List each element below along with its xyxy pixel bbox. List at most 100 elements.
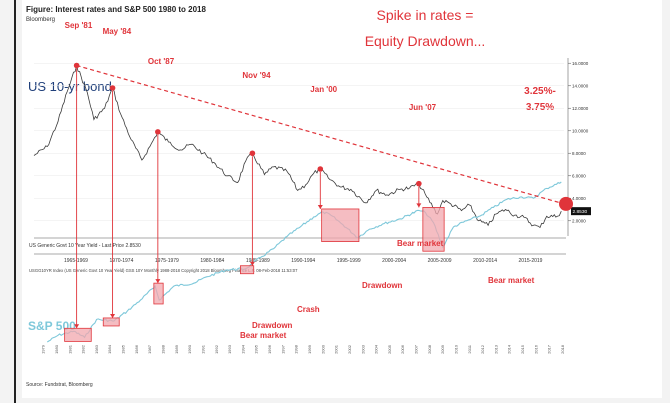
rate-peak-arrow bbox=[249, 261, 255, 266]
target-label-line-1: 3.25%- bbox=[524, 86, 556, 97]
bond-y-tick-label: 10.0000 bbox=[572, 129, 589, 134]
bond-y-tick-label: 2.0000 bbox=[572, 219, 586, 224]
date-tick-label: 1990 bbox=[187, 344, 192, 354]
bond-y-tick-label: 16.0000 bbox=[572, 61, 589, 66]
date-tick-label: 2007 bbox=[414, 344, 419, 354]
rate-peak-label: Oct '87 bbox=[148, 57, 175, 66]
target-circle bbox=[559, 196, 573, 211]
drawdown-box bbox=[240, 265, 255, 275]
date-tick-label: 2003 bbox=[360, 344, 365, 354]
date-tick-label: 1987 bbox=[147, 344, 152, 354]
period-label: 1990-1994 bbox=[291, 258, 315, 264]
bond-y-tick-label: 12.0000 bbox=[572, 106, 589, 111]
rate-peak-arrow bbox=[317, 204, 323, 209]
date-tick-label: 1996 bbox=[267, 344, 272, 354]
date-tick-label: 1994 bbox=[240, 344, 245, 354]
drawdown-label: Drawdown bbox=[362, 281, 403, 290]
last-price-tag bbox=[571, 207, 591, 216]
date-tick-label: 2017 bbox=[547, 344, 552, 354]
window-edge bbox=[14, 0, 16, 403]
rate-peak-arrow bbox=[74, 324, 80, 329]
drawdown-box bbox=[422, 206, 445, 252]
date-tick-label: 2000 bbox=[320, 344, 325, 354]
sp500-series-label: S&P 500 bbox=[28, 319, 76, 333]
date-tick-label: 2018 bbox=[560, 344, 565, 354]
period-label: 1985-1989 bbox=[246, 258, 270, 264]
period-label: 1965-1969 bbox=[64, 258, 88, 264]
bond-y-tick-label: 14.0000 bbox=[572, 84, 589, 89]
source-note: Source: Fundstrat, Bloomberg bbox=[26, 382, 93, 388]
period-label: 1975-1979 bbox=[155, 258, 179, 264]
date-tick-label: 1981 bbox=[67, 344, 72, 354]
date-tick-label: 2006 bbox=[400, 344, 405, 354]
drawdown-label: Drawdown bbox=[252, 321, 293, 330]
rate-peak-dot bbox=[416, 180, 422, 187]
period-label: 1995-1999 bbox=[337, 258, 361, 264]
target-label-line-2: 3.75% bbox=[526, 102, 554, 113]
date-tick-label: 1998 bbox=[294, 344, 299, 354]
rate-peak-label: Nov '94 bbox=[242, 71, 271, 80]
date-tick-label: 2015 bbox=[520, 344, 525, 354]
rate-peak-dot bbox=[155, 129, 161, 135]
date-tick-label: 1985 bbox=[121, 344, 126, 354]
rate-peak-dot bbox=[317, 166, 324, 172]
period-label: 2010-2014 bbox=[473, 258, 497, 264]
date-tick-label: 1991 bbox=[200, 344, 205, 354]
date-tick-label: 1989 bbox=[174, 344, 179, 354]
rate-peak-label: Jun '07 bbox=[409, 103, 437, 112]
date-tick-label: 2010 bbox=[453, 344, 458, 354]
rate-peak-dot bbox=[249, 150, 256, 157]
drawdown-label: Crash bbox=[297, 305, 320, 314]
bond-y-tick-label: 4.0000 bbox=[572, 196, 586, 201]
drawdown-box bbox=[64, 327, 92, 342]
drawdown-box bbox=[321, 208, 360, 242]
last-price-label: 2.8530 bbox=[573, 209, 588, 215]
date-tick-label: 2009 bbox=[440, 344, 445, 354]
drawdown-box bbox=[102, 317, 120, 327]
date-tick-label: 1980 bbox=[54, 344, 59, 354]
bond-y-tick-label: 8.0000 bbox=[572, 151, 586, 156]
date-tick-label: 2001 bbox=[334, 344, 339, 354]
trendline bbox=[76, 64, 565, 205]
period-label: 2000-2004 bbox=[382, 258, 406, 264]
date-tick-label: 2002 bbox=[347, 344, 352, 354]
date-tick-label: 1984 bbox=[107, 344, 112, 354]
date-tick-label: 2016 bbox=[533, 344, 538, 354]
rate-peak-label: May '84 bbox=[103, 27, 132, 36]
bond-series-label: US 10-yr bond bbox=[28, 79, 112, 94]
drawdown-label: Bear market bbox=[488, 276, 535, 285]
date-tick-label: 1979 bbox=[41, 344, 46, 354]
period-label: 2005-2009 bbox=[428, 258, 452, 264]
drawdown-box bbox=[153, 282, 164, 305]
rate-peak-dot bbox=[109, 85, 116, 91]
date-tick-label: 2011 bbox=[467, 344, 472, 353]
rate-peak-label: Jan '00 bbox=[310, 85, 337, 94]
drawdown-label: Bear market bbox=[240, 331, 287, 340]
headline-line-1: Spike in rates = bbox=[377, 7, 474, 23]
rate-peak-arrow bbox=[110, 313, 116, 318]
date-tick-label: 1988 bbox=[161, 344, 166, 354]
sp500-line bbox=[46, 181, 562, 343]
date-tick-label: 1982 bbox=[81, 344, 86, 354]
bond-yield-line bbox=[33, 65, 562, 229]
date-tick-label: 2008 bbox=[427, 344, 432, 354]
period-label: 2015-2019 bbox=[519, 258, 543, 264]
date-tick-label: 2004 bbox=[374, 344, 379, 354]
date-tick-label: 1999 bbox=[307, 344, 312, 354]
figure-subtitle: Bloomberg bbox=[26, 17, 55, 23]
rate-peak-arrow bbox=[155, 279, 161, 284]
date-tick-label: 2012 bbox=[480, 344, 485, 354]
date-tick-label: 1995 bbox=[254, 344, 259, 354]
period-label: 1980-1984 bbox=[200, 258, 224, 264]
date-tick-label: 1992 bbox=[214, 344, 219, 354]
bond-legend: US Generic Govt 10 Year Yield - Last Pri… bbox=[29, 243, 141, 249]
interest-rates-sp500-chart: Figure: Interest rates and S&P 500 1980 … bbox=[26, 5, 591, 388]
rate-peak-dot bbox=[73, 62, 80, 69]
date-tick-label: 1983 bbox=[94, 344, 99, 354]
date-tick-label: 2013 bbox=[493, 344, 498, 354]
figure-title: Figure: Interest rates and S&P 500 1980 … bbox=[26, 5, 206, 14]
rate-peak-arrow bbox=[416, 203, 422, 208]
date-tick-label: 1997 bbox=[280, 344, 285, 354]
headline-line-2: Equity Drawdown... bbox=[365, 33, 486, 49]
